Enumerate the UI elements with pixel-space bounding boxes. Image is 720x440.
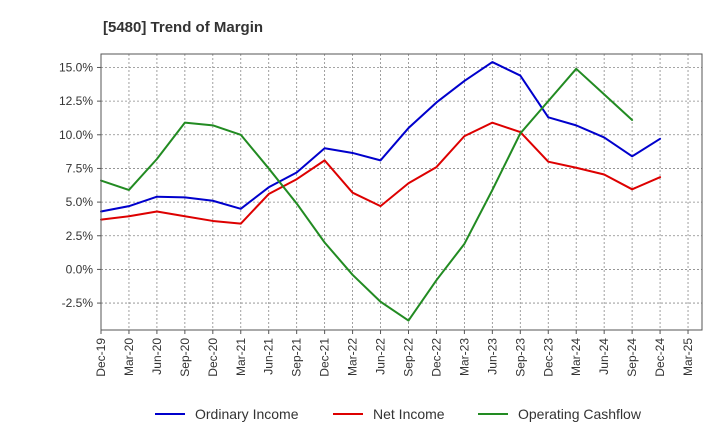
- y-tick-label: 2.5%: [66, 229, 94, 243]
- x-tick-label: Sep-20: [178, 338, 192, 377]
- x-tick-label: Dec-19: [94, 338, 108, 377]
- y-axis: -2.5% 0.0% 2.5% 5.0% 7.5% 10.0% 12.5% 15.0%: [59, 60, 101, 310]
- x-tick-label: Jun-24: [597, 338, 611, 375]
- legend-item-operating-cashflow: Operating Cashflow: [478, 406, 642, 422]
- x-tick-label: Mar-20: [122, 338, 136, 376]
- x-tick-label: Dec-22: [429, 338, 443, 377]
- x-tick-label: Sep-23: [513, 338, 527, 377]
- y-tick-label: -2.5%: [62, 296, 94, 310]
- x-tick-label: Mar-25: [681, 338, 695, 376]
- x-tick-label: Dec-21: [318, 338, 332, 377]
- legend-item-net-income: Net Income: [333, 406, 445, 422]
- y-tick-label: 10.0%: [59, 128, 93, 142]
- series-lines: [100, 61, 662, 322]
- x-tick-label: Jun-21: [262, 338, 276, 375]
- series-line-ordinary-income: [100, 61, 662, 213]
- x-tick-label: Mar-24: [569, 338, 583, 376]
- chart-title: [5480] Trend of Margin: [103, 19, 263, 36]
- legend-label: Ordinary Income: [195, 406, 299, 422]
- x-axis: Dec-19 Mar-20 Jun-20 Sep-20 Dec-20 Mar-21 Jun-…: [94, 330, 695, 377]
- y-tick-label: 5.0%: [66, 195, 94, 209]
- x-tick-label: Jun-23: [485, 338, 499, 375]
- grid: [100, 54, 702, 330]
- series-line-operating-cashflow: [100, 67, 634, 322]
- series-line-net-income: [100, 121, 662, 225]
- x-tick-label: Sep-22: [401, 338, 415, 377]
- legend-label: Operating Cashflow: [518, 406, 642, 422]
- x-tick-label: Mar-21: [234, 338, 248, 376]
- legend-item-ordinary-income: Ordinary Income: [155, 406, 299, 422]
- x-tick-label: Mar-22: [346, 338, 360, 376]
- x-tick-label: Sep-24: [625, 338, 639, 377]
- y-tick-label: 7.5%: [66, 161, 94, 175]
- x-tick-label: Dec-20: [206, 338, 220, 377]
- y-tick-label: 15.0%: [59, 60, 93, 74]
- x-tick-label: Jun-20: [150, 338, 164, 375]
- x-tick-label: Dec-24: [653, 338, 667, 377]
- plot-frame: [100, 53, 703, 331]
- y-tick-label: 0.0%: [66, 262, 94, 276]
- x-tick-label: Mar-23: [457, 338, 471, 376]
- y-tick-label: 12.5%: [59, 94, 93, 108]
- x-tick-label: Sep-21: [290, 338, 304, 377]
- x-tick-label: Dec-23: [541, 338, 555, 377]
- legend: Ordinary Income Net Income Operating Cashf…: [155, 406, 642, 422]
- x-tick-label: Jun-22: [374, 338, 388, 375]
- legend-label: Net Income: [373, 406, 445, 422]
